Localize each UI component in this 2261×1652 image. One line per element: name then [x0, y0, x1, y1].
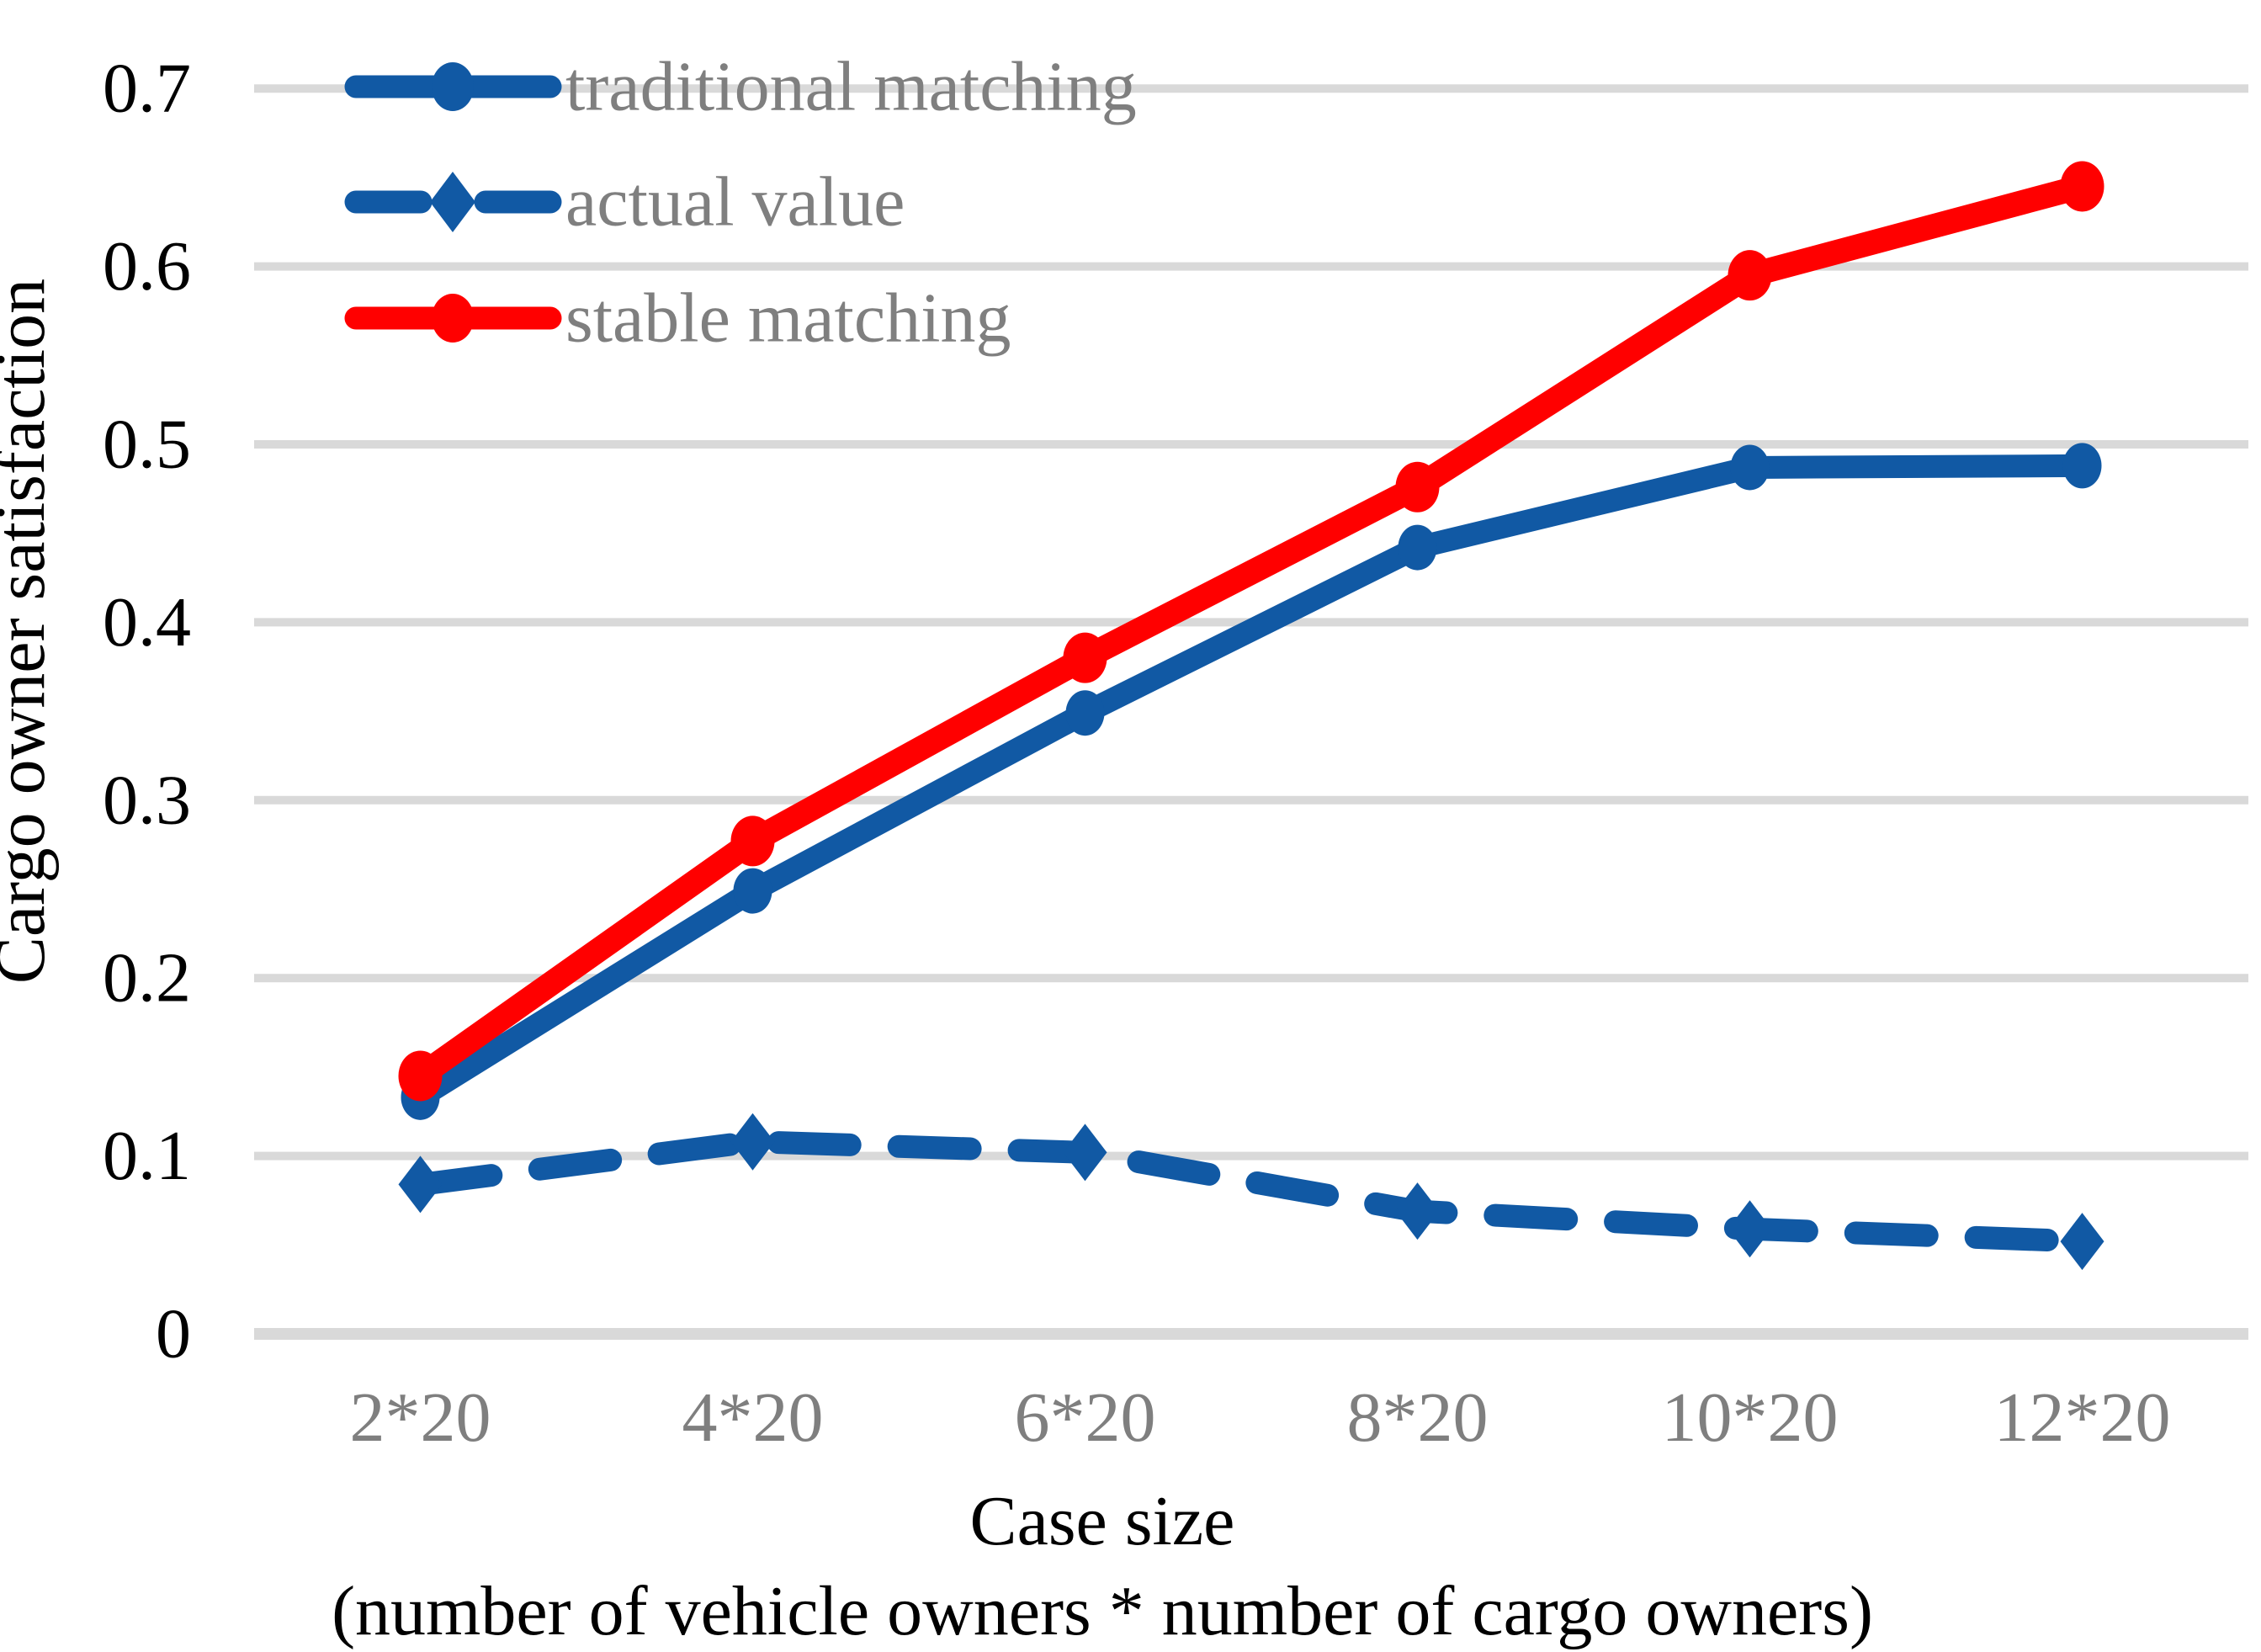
- series-line-traditional-matching: [409, 454, 2094, 1109]
- x-axis-title-line2: (number of vehicle owners * number of ca…: [332, 1572, 1873, 1650]
- x-tick-label: 10*20: [1662, 1378, 1839, 1457]
- legend-label: traditional matching: [565, 48, 1137, 126]
- x-tick-label: 6*20: [1015, 1378, 1156, 1457]
- y-tick-label: 0.1: [103, 1117, 191, 1195]
- y-tick-label: 0.5: [103, 406, 191, 484]
- y-axis-title: Cargo owner satisfaction: [0, 279, 60, 984]
- legend-circle-marker: [432, 62, 474, 111]
- data-point-circle: [733, 868, 772, 914]
- data-point-diamond: [730, 1113, 775, 1171]
- x-axis-tick-labels: 2*20 4*20 6*20 8*20 10*20 12*20: [350, 1378, 2171, 1457]
- series-group: [398, 161, 2104, 1271]
- y-tick-label: 0.3: [103, 761, 191, 839]
- data-point-diamond: [2060, 1213, 2104, 1271]
- legend-label: stable matching: [565, 279, 1011, 358]
- legend-item-stable-matching: stable matching: [344, 279, 1011, 358]
- data-point-diamond: [398, 1155, 443, 1214]
- data-point-diamond: [1063, 1123, 1107, 1182]
- y-tick-label: 0.2: [103, 939, 191, 1017]
- data-point-circle: [1398, 524, 1437, 571]
- legend-item-traditional-matching: traditional matching: [344, 48, 1137, 126]
- y-axis-tick-labels: 0 0.1 0.2 0.3 0.4 0.5 0.6 0.7: [103, 50, 191, 1373]
- data-point-circle: [1065, 690, 1105, 736]
- data-point-circle: [1728, 250, 1772, 301]
- data-point-circle: [730, 815, 775, 867]
- data-point-circle: [2060, 161, 2104, 212]
- x-tick-label: 12*20: [1994, 1378, 2171, 1457]
- y-tick-label: 0.7: [103, 50, 191, 128]
- legend-diamond-marker: [430, 172, 475, 232]
- series-line-stable-matching: [408, 173, 2094, 1088]
- data-point-diamond: [1728, 1200, 1772, 1258]
- legend-group: traditional matching actual value stable m…: [344, 48, 1137, 358]
- legend-circle-marker: [432, 294, 474, 343]
- x-tick-label: 2*20: [350, 1378, 491, 1457]
- x-tick-label: 4*20: [682, 1378, 824, 1457]
- x-axis-title-line1: Case size: [970, 1482, 1235, 1560]
- data-point-diamond: [1395, 1182, 1440, 1240]
- x-tick-label: 8*20: [1347, 1378, 1489, 1457]
- data-point-circle: [1730, 444, 1770, 491]
- data-point-circle: [398, 1050, 443, 1102]
- data-point-circle: [2062, 443, 2102, 489]
- data-point-circle: [1395, 461, 1440, 513]
- y-tick-label: 0: [156, 1295, 191, 1373]
- data-point-circle: [1063, 632, 1107, 683]
- y-tick-label: 0.4: [103, 583, 191, 661]
- y-tick-label: 0.6: [103, 227, 191, 305]
- legend-label: actual value: [565, 163, 905, 242]
- series-line-actual-value: [409, 1130, 2094, 1253]
- legend-item-actual-value: actual value: [344, 163, 905, 242]
- gridlines-group: [254, 84, 2248, 1340]
